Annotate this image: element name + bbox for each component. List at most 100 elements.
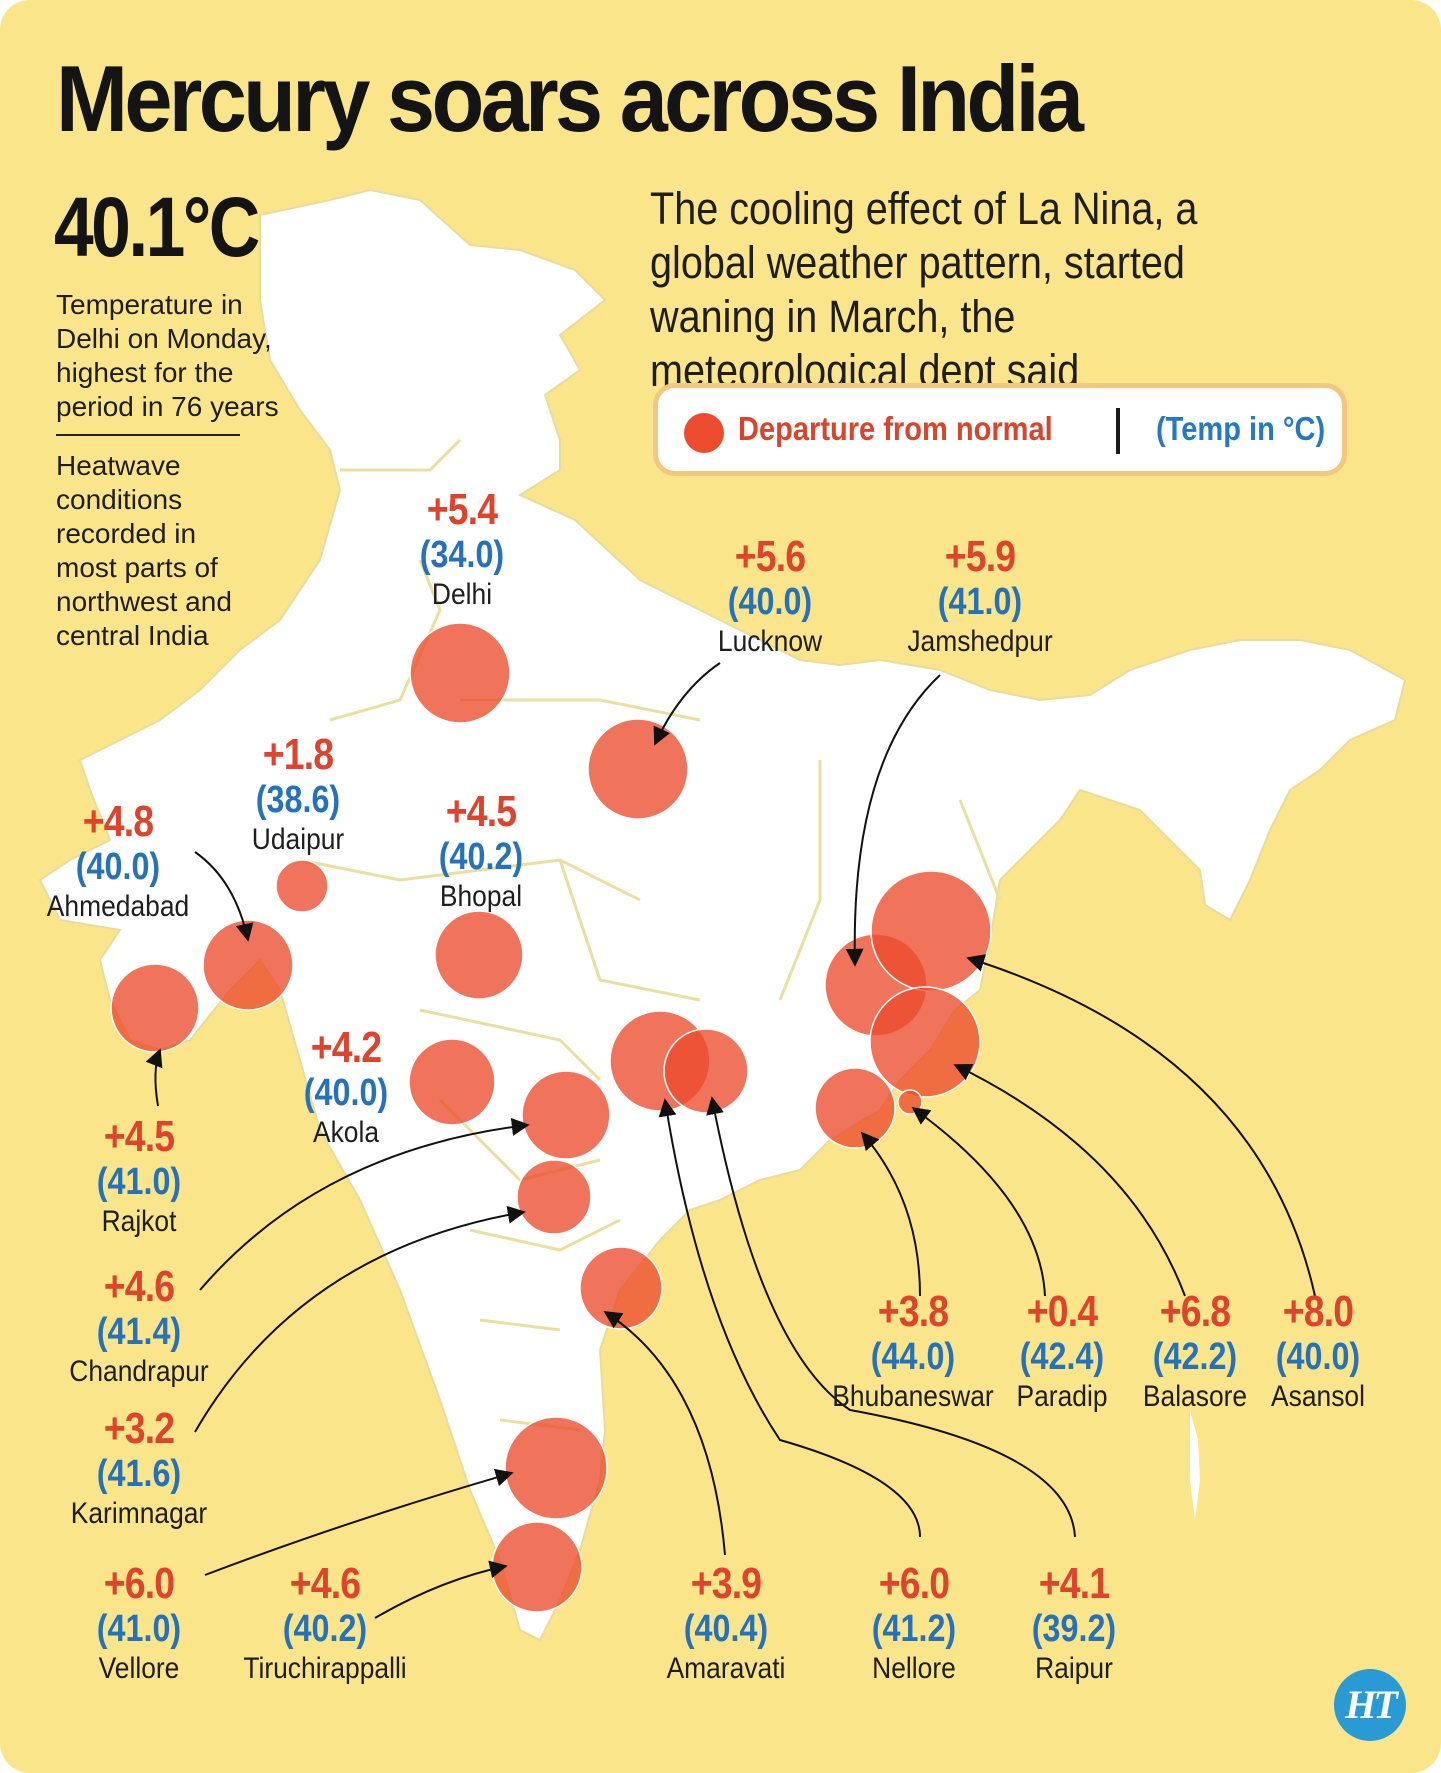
arrow-rajkot — [145, 1048, 163, 1107]
temperature: (38.6) — [255, 779, 341, 821]
departure: +5.6 — [734, 532, 806, 581]
departure: +5.9 — [944, 532, 1016, 581]
arrow-chandrapur — [199, 1118, 530, 1291]
arrow-asansol — [966, 954, 1316, 1297]
arrow-balasore — [953, 1063, 1186, 1297]
departure: +6.0 — [878, 1559, 950, 1608]
andaman-islands — [1190, 1410, 1200, 1520]
departure: +3.9 — [690, 1559, 762, 1608]
arrow-raipur — [706, 1096, 1076, 1538]
city-name: Vellore — [98, 1652, 180, 1685]
arrow-lucknow — [653, 662, 721, 746]
departure: +3.8 — [877, 1287, 949, 1336]
divider — [56, 434, 240, 436]
bubble-nellore — [663, 1028, 749, 1114]
label-lucknow: +5.6 (40.0) Lucknow — [650, 535, 890, 657]
departure: +4.6 — [103, 1262, 175, 1311]
temperature: (34.0) — [419, 534, 505, 576]
city-name: Tiruchirappalli — [243, 1652, 407, 1685]
arrow-paradip — [911, 1106, 1046, 1297]
temperature: (41.4) — [96, 1311, 182, 1353]
departure: +4.2 — [310, 1023, 382, 1072]
temperature: (42.4) — [1019, 1336, 1105, 1378]
label-raipur: +4.1 (39.2) Raipur — [954, 1562, 1194, 1684]
temperature: (44.0) — [870, 1336, 956, 1378]
bubble-lucknow — [587, 718, 689, 820]
ht-logo: HT — [1334, 1669, 1406, 1741]
departure: +5.4 — [426, 485, 498, 534]
bubble-amaravati — [579, 1246, 663, 1330]
temperature: (41.0) — [96, 1608, 182, 1650]
label-bhubaneswar: +3.8 (44.0) Bhubaneswar — [793, 1290, 1033, 1412]
bubble-vellore — [504, 1416, 608, 1520]
departure: +0.4 — [1026, 1287, 1098, 1336]
arrow-tiruchirappalli — [374, 1560, 508, 1619]
city-name: Amaravati — [666, 1652, 786, 1685]
temperature: (41.6) — [96, 1453, 182, 1495]
arrow-nellore — [658, 1098, 921, 1538]
arrow-bhubaneswar — [860, 1131, 921, 1297]
city-name: Jamshedpur — [907, 625, 1053, 658]
temperature: (41.0) — [937, 581, 1023, 623]
label-amaravati: +3.9 (40.4) Amaravati — [606, 1562, 846, 1684]
temperature: (40.0) — [727, 581, 813, 623]
temperature: (40.4) — [683, 1608, 769, 1650]
label-paradip: +0.4 (42.4) Paradip — [942, 1290, 1182, 1412]
temperature: (42.2) — [1152, 1336, 1238, 1378]
label-delhi: +5.4 (34.0) Delhi — [342, 488, 582, 610]
headline-note: Temperature in Delhi on Monday, highest … — [56, 289, 279, 422]
label-tiruchirappalli: +4.6 (40.2) Tiruchirappalli — [205, 1562, 445, 1684]
label-udaipur: +1.8 (38.6) Udaipur — [178, 733, 418, 855]
bubble-bhubaneswar — [814, 1067, 896, 1149]
headline-temperature: 40.1°C — [54, 180, 260, 274]
city-name: Rajkot — [101, 1205, 177, 1238]
city-name: Paradip — [1016, 1380, 1108, 1413]
bubble-asansol — [870, 870, 992, 992]
bubble-bhopal — [434, 910, 524, 1000]
arrow-vellore — [204, 1468, 514, 1576]
temperature: (40.0) — [1275, 1336, 1361, 1378]
city-name: Chandrapur — [69, 1355, 209, 1388]
legend-dot-icon — [684, 413, 724, 453]
city-name: Balasore — [1142, 1380, 1248, 1413]
temperature: (40.0) — [303, 1072, 389, 1114]
bubble-chandrapur — [521, 1070, 611, 1160]
heat-bubbles — [110, 622, 992, 1613]
arrow-jamshedpur — [845, 674, 941, 967]
temperature: (40.2) — [438, 836, 524, 878]
legend: Departure from normal (Temp in °C) — [653, 383, 1347, 476]
departure: +6.0 — [103, 1559, 175, 1608]
departure: +4.5 — [103, 1112, 175, 1161]
bubble-karimnagar — [516, 1159, 592, 1235]
legend-separator — [1116, 408, 1120, 454]
city-name: Udaipur — [251, 823, 345, 856]
city-name: Ahmedabad — [46, 890, 190, 923]
label-balasore: +6.8 (42.2) Balasore — [1075, 1290, 1315, 1412]
departure: +4.6 — [289, 1559, 361, 1608]
departure: +4.5 — [445, 787, 517, 836]
temperature: (41.2) — [871, 1608, 957, 1650]
temperature: (39.2) — [1031, 1608, 1117, 1650]
bubble-udaipur — [275, 859, 329, 913]
departure: +6.8 — [1159, 1287, 1231, 1336]
arrow-amaravati — [603, 1311, 726, 1556]
departure: +4.1 — [1038, 1559, 1110, 1608]
bubble-balasore — [869, 986, 981, 1098]
label-jamshedpur: +5.9 (41.0) Jamshedpur — [860, 535, 1100, 657]
label-bhopal: +4.5 (40.2) Bhopal — [361, 790, 601, 912]
departure: +8.0 — [1282, 1287, 1354, 1336]
legend-temp-label: (Temp in °C) — [1156, 410, 1326, 447]
departure: +1.8 — [262, 730, 334, 779]
label-nellore: +6.0 (41.2) Nellore — [794, 1562, 1034, 1684]
leader-arrows — [145, 662, 1316, 1619]
city-name: Karimnagar — [70, 1497, 208, 1530]
subtitle: The cooling effect of La Nina, a global … — [650, 183, 1198, 396]
city-name: Asansol — [1271, 1380, 1365, 1413]
bubble-ahmedabad — [202, 919, 294, 1011]
label-ahmedabad: +4.8 (40.0) Ahmedabad — [0, 800, 238, 922]
city-name: Bhubaneswar — [832, 1380, 994, 1413]
bubble-paradip — [897, 1089, 923, 1115]
legend-departure-label: Departure from normal — [738, 410, 1053, 447]
